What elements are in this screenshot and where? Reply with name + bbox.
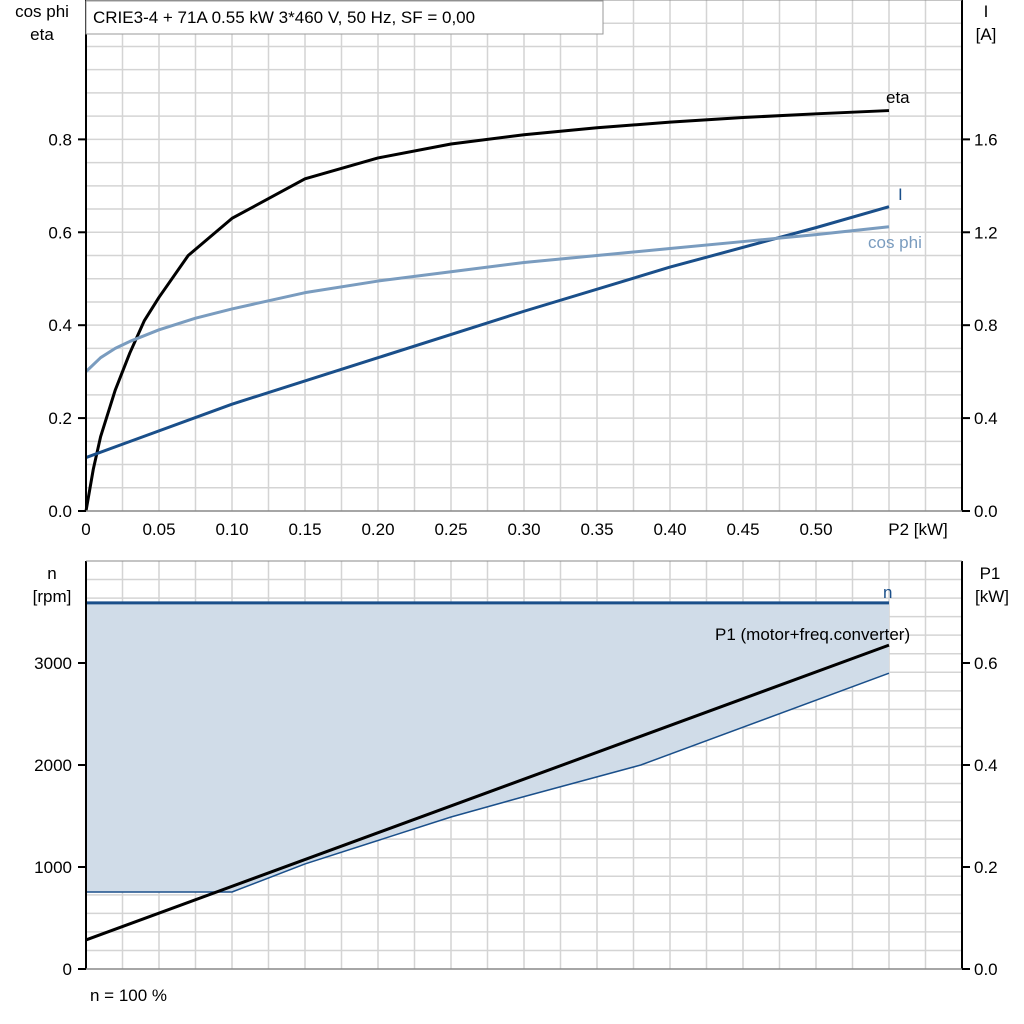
bottom-left-axis-title-1: n: [47, 564, 56, 583]
right-tick-label: 1.2: [974, 223, 998, 242]
right-tick-label: 0.4: [974, 409, 998, 428]
axes: [78, 0, 970, 970]
title-box: [85, 0, 604, 35]
left-tick-label: 1000: [34, 858, 72, 877]
top-left-axis-title-2: eta: [30, 25, 54, 44]
right-tick-label: 0.4: [974, 756, 998, 775]
series-i: [85, 205, 890, 459]
x-tick-label: 0.35: [580, 520, 613, 539]
x-tick-label: 0.15: [288, 520, 321, 539]
right-tick-label: 0.6: [974, 654, 998, 673]
left-tick-label: 3000: [34, 654, 72, 673]
left-tick-label: 0.0: [48, 502, 72, 521]
operating-range-fill: [86, 602, 889, 892]
x-tick-label: 0.20: [361, 520, 394, 539]
right-tick-label: 0.2: [974, 858, 998, 877]
left-tick-label: 2000: [34, 756, 72, 775]
top-left-axis-title-1: cos phi: [15, 2, 69, 21]
series-lines: [84, 109, 890, 942]
left-tick-label: 0.2: [48, 409, 72, 428]
tick-labels: 0.0 0.2 0.4 0.6 0.8 0.0 0.4 0.8 1.2 1.6 0 0.05 0.10 0…: [34, 130, 997, 979]
x-tick-label: 0: [81, 520, 90, 539]
right-tick-label: 0.0: [974, 960, 998, 979]
bottom-right-axis-title-1: P1: [980, 564, 1001, 583]
x-tick-label: 0.10: [215, 520, 248, 539]
x-tick-label: 0.40: [653, 520, 686, 539]
x-tick-label: 0.25: [434, 520, 467, 539]
top-right-axis-title-1: I: [984, 2, 989, 21]
speed-band: [86, 602, 889, 892]
left-tick-label: 0.8: [48, 130, 72, 149]
series-p1-motor-freq-converter: [85, 643, 890, 942]
label-I: I: [898, 185, 903, 204]
chart-title: CRIE3-4 + 71A 0.55 kW 3*460 V, 50 Hz, SF…: [93, 8, 475, 27]
x-axis-label: P2 [kW]: [888, 520, 948, 539]
left-tick-label: 0.6: [48, 223, 72, 242]
label-eta: eta: [886, 88, 910, 107]
right-tick-label: 1.6: [974, 130, 998, 149]
x-tick-label: 0.45: [726, 520, 759, 539]
x-tick-label: 0.50: [799, 520, 832, 539]
series-n-lower-limit: [86, 672, 890, 893]
left-tick-label: 0.4: [48, 316, 72, 335]
right-tick-label: 0.8: [974, 316, 998, 335]
x-tick-label: 0.05: [142, 520, 175, 539]
left-tick-label: 0: [63, 960, 72, 979]
label-n: n: [883, 583, 892, 602]
series-eta: [84, 109, 890, 512]
label-cos-phi: cos phi: [868, 233, 922, 252]
right-tick-label: 0.0: [974, 502, 998, 521]
label-P1: P1 (motor+freq.converter): [715, 625, 910, 644]
x-tick-label: 0.30: [507, 520, 540, 539]
series-cos-phi: [84, 225, 890, 373]
bottom-right-axis-title-2: [kW]: [975, 587, 1009, 606]
footer-speed-note: n = 100 %: [90, 986, 167, 1005]
top-right-axis-title-2: [A]: [976, 25, 997, 44]
bottom-left-axis-title-2: [rpm]: [33, 587, 72, 606]
